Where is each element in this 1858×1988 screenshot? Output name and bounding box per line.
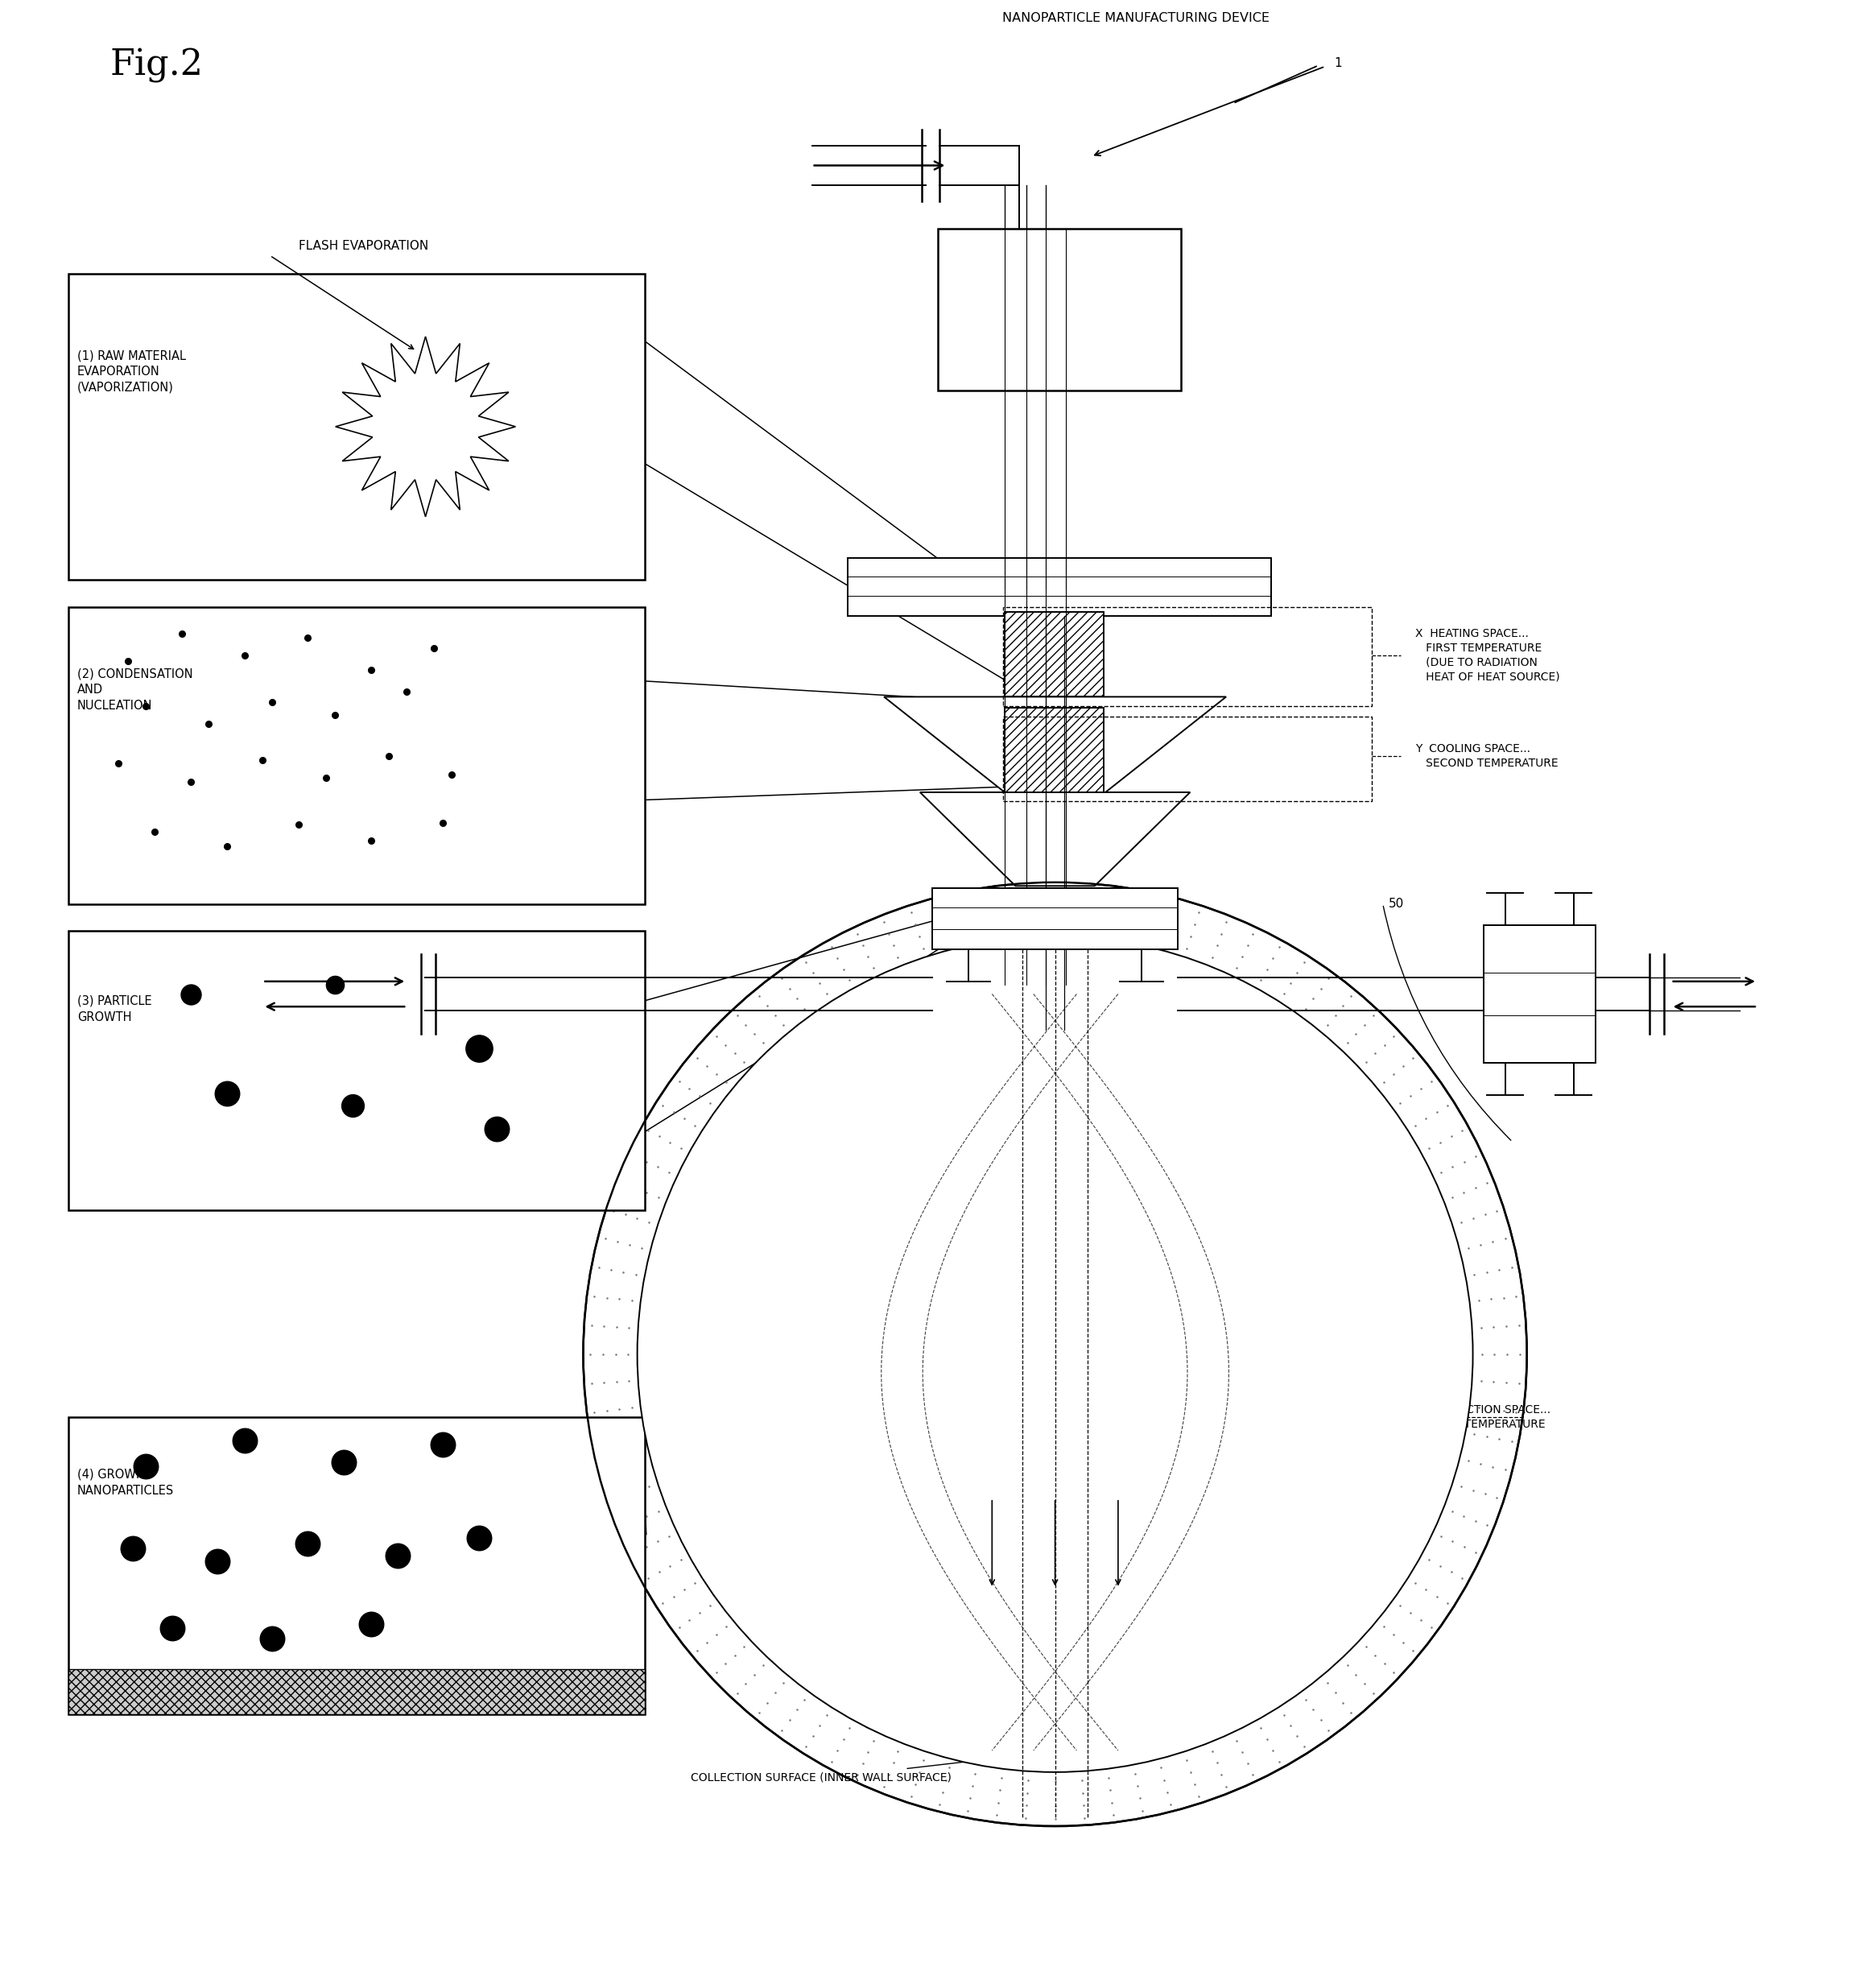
Text: (3) PARTICLE
GROWTH: (3) PARTICLE GROWTH — [78, 996, 152, 1024]
Bar — [1005, 612, 1104, 698]
Bar — [69, 1417, 645, 1714]
Bar — [1003, 716, 1371, 801]
Bar — [69, 1670, 645, 1714]
Bar — [1005, 708, 1104, 793]
Text: 50: 50 — [1388, 899, 1403, 911]
Polygon shape — [920, 793, 1191, 887]
Text: 1: 1 — [1334, 58, 1341, 70]
Text: FLASH EVAPORATION: FLASH EVAPORATION — [299, 241, 429, 252]
Polygon shape — [336, 336, 515, 517]
Bar — [69, 274, 645, 580]
Circle shape — [637, 936, 1473, 1771]
Polygon shape — [884, 698, 1226, 793]
Bar — [69, 606, 645, 905]
Text: NANOPARTICLE MANUFACTURING DEVICE: NANOPARTICLE MANUFACTURING DEVICE — [1003, 12, 1269, 24]
Text: Y  COOLING SPACE...
   SECOND TEMPERATURE: Y COOLING SPACE... SECOND TEMPERATURE — [1416, 744, 1559, 769]
Circle shape — [583, 883, 1527, 1827]
Bar — [938, 229, 1182, 390]
Bar — [847, 559, 1271, 616]
Bar — [1003, 606, 1371, 706]
Text: (2) CONDENSATION
AND
NUCLEATION: (2) CONDENSATION AND NUCLEATION — [78, 668, 193, 712]
Text: COLLECTION SURFACE (INNER WALL SURFACE): COLLECTION SURFACE (INNER WALL SURFACE) — [691, 1771, 951, 1783]
Text: (1) RAW MATERIAL
EVAPORATION
(VAPORIZATION): (1) RAW MATERIAL EVAPORATION (VAPORIZATI… — [78, 350, 186, 394]
Bar — [1485, 926, 1596, 1062]
Bar — [933, 889, 1178, 948]
Text: Z  COLLECTION SPACE...
   THIRD TEMPERATURE: Z COLLECTION SPACE... THIRD TEMPERATURE — [1416, 1404, 1551, 1429]
Bar — [69, 930, 645, 1211]
Text: X  HEATING SPACE...
   FIRST TEMPERATURE
   (DUE TO RADIATION
   HEAT OF HEAT SO: X HEATING SPACE... FIRST TEMPERATURE (DU… — [1416, 628, 1561, 682]
Text: (4) GROWN
NANOPARTICLES: (4) GROWN NANOPARTICLES — [78, 1469, 175, 1497]
Text: Fig.2: Fig.2 — [110, 48, 203, 83]
